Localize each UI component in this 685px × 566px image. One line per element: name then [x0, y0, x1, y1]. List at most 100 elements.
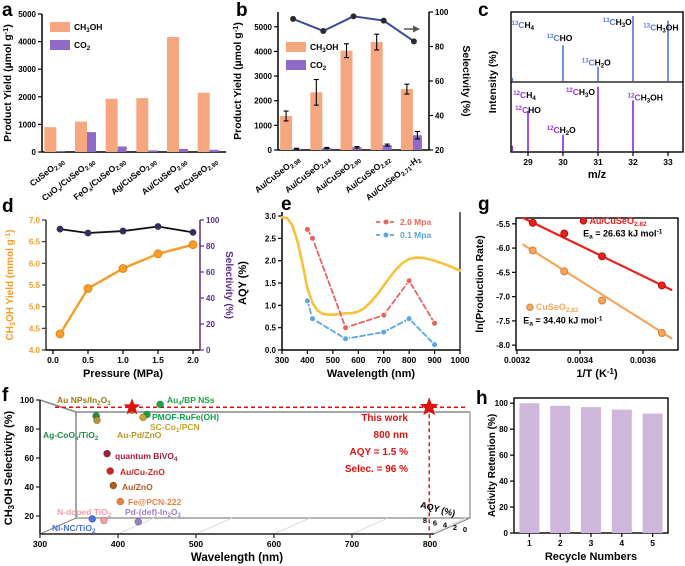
svg-text:6.0: 6.0 [29, 259, 41, 268]
svg-text:1000: 1000 [254, 121, 272, 130]
panel-label-d: d [2, 196, 14, 217]
svg-text:300: 300 [33, 539, 47, 549]
svg-text:PMOF-RuFe(OH): PMOF-RuFe(OH) [152, 412, 219, 422]
svg-text:-5.5: -5.5 [496, 220, 510, 229]
panel-label-g: g [478, 194, 490, 215]
panel-d-pressure-chart: 4.0 4.5 5.0 5.5 6.0 6.5 7.0 0 20 40 60 80 100 0.0 0.5 1… [3, 216, 234, 380]
svg-text:1/T (K-1): 1/T (K-1) [576, 367, 618, 380]
svg-text:CH3OH Selectivity (%): CH3OH Selectivity (%) [3, 410, 16, 525]
svg-text:Ag-CoOx/TiO2: Ag-CoOx/TiO2 [43, 430, 99, 442]
panel-g-arrhenius-chart: -5.5 -6.0 -6.5 -7.0 -7.5 -8.0 0.0032 0.0034 0.00… [474, 216, 679, 380]
svg-text:60: 60 [435, 77, 444, 86]
svg-text:400: 400 [111, 539, 125, 549]
svg-text:13CH3OH: 13CH3OH [643, 23, 678, 35]
svg-text:1: 1 [527, 538, 532, 548]
svg-text:Pt/CuSeO2.90: Pt/CuSeO2.90 [172, 155, 220, 196]
svg-text:3: 3 [589, 538, 594, 548]
svg-text:800: 800 [402, 355, 416, 365]
svg-text:5000: 5000 [254, 23, 272, 32]
panel-label-e: e [281, 194, 292, 215]
svg-text:80: 80 [435, 43, 444, 52]
svg-text:6: 6 [433, 518, 437, 527]
svg-text:2.5: 2.5 [265, 234, 277, 243]
svg-text:0.0034: 0.0034 [567, 355, 593, 365]
svg-text:4000: 4000 [254, 47, 272, 56]
svg-text:Au-Pd/ZnO: Au-Pd/ZnO [117, 430, 162, 440]
svg-text:Ni-NC/TiO2: Ni-NC/TiO2 [52, 523, 96, 535]
svg-text:Fe@PCN-222: Fe@PCN-222 [128, 497, 181, 507]
svg-text:5000: 5000 [18, 10, 36, 19]
svg-text:600: 600 [351, 355, 365, 365]
svg-text:4.5: 4.5 [29, 324, 41, 333]
svg-text:0.5: 0.5 [82, 355, 94, 365]
svg-text:This work: This work [361, 413, 408, 424]
svg-text:8: 8 [423, 516, 427, 525]
svg-text:3000: 3000 [254, 72, 272, 81]
svg-text:80: 80 [25, 424, 35, 434]
svg-text:700: 700 [345, 539, 359, 549]
svg-text:Au/CuSeO2.90: Au/CuSeO2.90 [313, 153, 363, 196]
svg-text:4.0: 4.0 [29, 346, 41, 355]
svg-text:Ea = 34.40 kJ mol-1: Ea = 34.40 kJ mol-1 [523, 315, 603, 327]
svg-text:CH3OH: CH3OH [74, 22, 102, 34]
svg-text:AQY (%): AQY (%) [237, 261, 249, 305]
svg-text:Pd-(def)-In2O3: Pd-(def)-In2O3 [125, 507, 182, 519]
svg-text:20: 20 [499, 503, 508, 512]
svg-text:40: 40 [435, 112, 444, 121]
panel-c-mass-spectrum: 13CH4 13CHO 13CH2O 13CH3O 13CH3OH 12CH4 12CHO 1… [487, 11, 684, 181]
svg-text:CH3OH Yield (mmol g-1): CH3OH Yield (mmol g-1) [3, 230, 17, 341]
panel-a-yield-bar-chart: 0 1000 2000 3000 4000 5000 Product Yield (µmol… [1, 10, 226, 203]
svg-text:6.5: 6.5 [29, 238, 41, 247]
svg-text:700: 700 [377, 355, 391, 365]
svg-text:1.5: 1.5 [152, 355, 164, 365]
svg-text:Au/Cu-ZnO: Au/Cu-ZnO [120, 467, 165, 477]
svg-text:4: 4 [443, 521, 448, 530]
svg-text:Intensity (%): Intensity (%) [487, 51, 499, 113]
svg-text:40: 40 [206, 294, 215, 303]
svg-text:Selec. = 96 %: Selec. = 96 % [345, 464, 408, 475]
svg-text:0.0032: 0.0032 [504, 355, 530, 365]
svg-text:N-doped TiO2: N-doped TiO2 [57, 507, 112, 519]
panel-h-recycle-bar-chart: 0 20 40 60 80 100 1 2 3 4 5 Recycle Numbers Activity… [487, 397, 669, 563]
svg-text:12CH3O: 12CH3O [566, 87, 595, 99]
svg-text:-8.0: -8.0 [496, 341, 510, 350]
svg-text:2.0: 2.0 [265, 257, 277, 266]
svg-text:20: 20 [206, 320, 215, 329]
svg-text:600: 600 [267, 539, 281, 549]
svg-text:-7.5: -7.5 [496, 317, 510, 326]
svg-text:60: 60 [25, 453, 35, 463]
svg-text:Ea = 26.63 kJ mol-1: Ea = 26.63 kJ mol-1 [583, 228, 663, 240]
svg-text:Pressure (MPa): Pressure (MPa) [83, 368, 163, 380]
svg-text:100: 100 [20, 395, 34, 405]
svg-text:20: 20 [435, 146, 444, 155]
svg-text:SC-Co1/PCN: SC-Co1/PCN [150, 422, 200, 434]
svg-text:12CH4: 12CH4 [513, 90, 536, 102]
svg-text:13CH2O: 13CH2O [582, 58, 611, 70]
svg-text:Recycle Numbers: Recycle Numbers [545, 551, 637, 563]
svg-text:20: 20 [25, 511, 35, 521]
svg-text:ln(Production Rate): ln(Production Rate) [474, 235, 486, 332]
svg-text:Au4/BP NSs: Au4/BP NSs [167, 395, 215, 407]
svg-text:31: 31 [593, 157, 603, 167]
svg-text:500: 500 [326, 355, 340, 365]
svg-text:60: 60 [499, 451, 508, 460]
svg-text:Wavelength (nm): Wavelength (nm) [191, 552, 283, 564]
svg-text:m/z: m/z [588, 169, 607, 181]
svg-text:13CH3O: 13CH3O [603, 17, 632, 29]
svg-text:32: 32 [628, 157, 638, 167]
svg-text:CO2: CO2 [74, 40, 91, 52]
svg-text:80: 80 [206, 242, 215, 251]
svg-text:-6.5: -6.5 [496, 268, 510, 277]
svg-text:Au/CuSeO2.98: Au/CuSeO2.98 [253, 153, 303, 196]
svg-text:-7.0: -7.0 [496, 293, 510, 302]
svg-text:900: 900 [427, 355, 441, 365]
svg-text:0.0036: 0.0036 [630, 355, 656, 365]
svg-text:300: 300 [275, 355, 289, 365]
svg-text:1000: 1000 [18, 120, 36, 129]
svg-text:40: 40 [499, 477, 508, 486]
svg-text:CH3OH: CH3OH [310, 42, 338, 54]
svg-text:Wavelength (nm): Wavelength (nm) [327, 368, 416, 380]
svg-text:1.0: 1.0 [265, 301, 277, 310]
svg-text:4: 4 [619, 538, 624, 548]
